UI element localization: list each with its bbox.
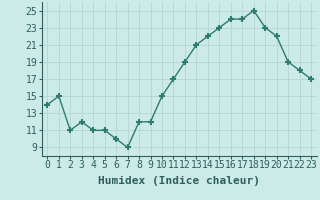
X-axis label: Humidex (Indice chaleur): Humidex (Indice chaleur) — [98, 176, 260, 186]
